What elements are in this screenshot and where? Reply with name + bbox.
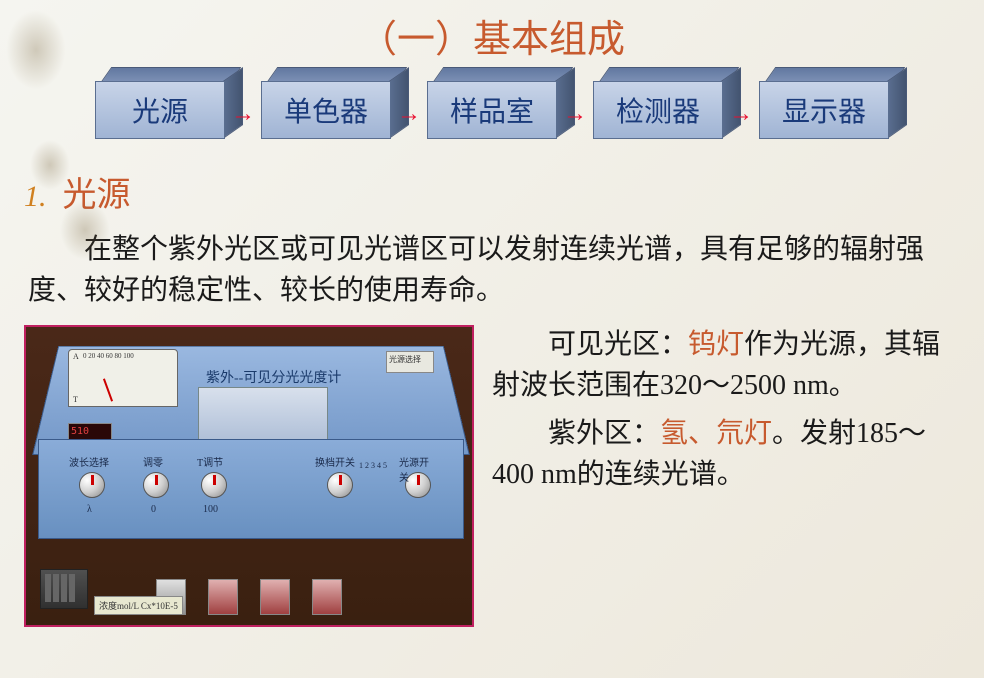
sample-tray <box>198 387 328 441</box>
bg-leaf-decor <box>30 140 70 190</box>
arrow-icon: → <box>563 101 587 128</box>
concentration-label: 浓度mol/L Cx*10E-5 <box>94 596 183 615</box>
cuvette-row <box>156 579 342 615</box>
visible-light-para: 可见光区：钨灯作为光源，其辐射波长范围在320～2500 nm。 <box>492 325 960 406</box>
bg-leaf-decor <box>60 200 110 260</box>
cuvette <box>260 579 290 615</box>
device-front-panel: 波长选择 λ 调零 0 T调节 100 换档开关 1 2 3 4 5 光源开关 <box>38 439 464 539</box>
lower-content: A 0 20 40 60 80 100 T 紫外--可见分光光度计 光源选择 5… <box>0 325 984 627</box>
flow-box-display: 显示器 <box>759 81 889 139</box>
flow-box-detector: 检测器 <box>593 81 723 139</box>
flow-box-label: 样品室 <box>427 81 557 139</box>
arrow-icon: → <box>397 101 421 128</box>
flow-box-monochromator: 单色器 <box>261 81 391 139</box>
flow-box-label: 光源 <box>95 81 225 139</box>
cuvette <box>312 579 342 615</box>
flow-diagram: 光源 → 单色器 → 样品室 → 检测器 → 显示器 <box>0 81 984 139</box>
flow-box-sample: 样品室 <box>427 81 557 139</box>
flow-box-light-source: 光源 <box>95 81 225 139</box>
knob-wavelength <box>79 472 105 498</box>
knob-range <box>327 472 353 498</box>
flow-box-label: 单色器 <box>261 81 391 139</box>
arrow-icon: → <box>231 101 255 128</box>
right-text-block: 可见光区：钨灯作为光源，其辐射波长范围在320～2500 nm。 紫外区：氢、氘… <box>474 325 984 627</box>
cuvette-holder <box>40 569 88 609</box>
analog-meter: A 0 20 40 60 80 100 T <box>68 349 178 407</box>
source-select-label: 光源选择 <box>386 351 434 373</box>
flow-box-label: 显示器 <box>759 81 889 139</box>
arrow-icon: → <box>729 101 753 128</box>
uv-light-para: 紫外区：氢、氘灯。发射185～400 nm的连续光谱。 <box>492 414 960 495</box>
device-illustration: A 0 20 40 60 80 100 T 紫外--可见分光光度计 光源选择 5… <box>24 325 474 627</box>
bg-leaf-decor <box>6 10 66 90</box>
knob-zero <box>143 472 169 498</box>
cuvette <box>208 579 238 615</box>
paragraph-intro: 在整个紫外光区或可见光谱区可以发射连续光谱，具有足够的辐射强度、较好的稳定性、较… <box>28 230 956 311</box>
meter-needle <box>103 379 113 402</box>
device-name-label: 紫外--可见分光光度计 <box>206 367 341 387</box>
knob-t-adjust <box>201 472 227 498</box>
flow-box-label: 检测器 <box>593 81 723 139</box>
slide-title: （一）基本组成 <box>0 0 984 63</box>
